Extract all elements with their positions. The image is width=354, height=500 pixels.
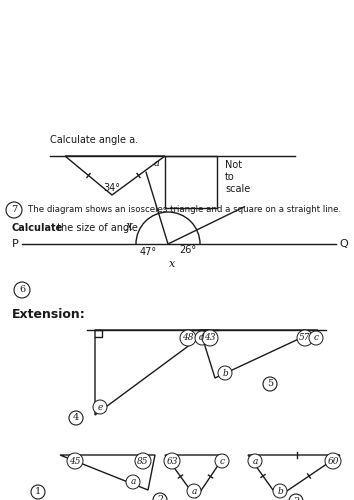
Text: c: c xyxy=(314,334,319,342)
Text: 4: 4 xyxy=(73,414,79,422)
Circle shape xyxy=(93,400,107,414)
Text: 3: 3 xyxy=(293,496,299,500)
Circle shape xyxy=(69,411,83,425)
Circle shape xyxy=(273,484,287,498)
Text: 85: 85 xyxy=(137,456,149,466)
Text: b: b xyxy=(222,368,228,378)
Text: 45: 45 xyxy=(69,456,81,466)
Circle shape xyxy=(14,282,30,298)
Text: Extension:: Extension: xyxy=(12,308,86,322)
Circle shape xyxy=(153,493,167,500)
Text: 57: 57 xyxy=(299,334,311,342)
Text: d: d xyxy=(199,334,205,342)
Text: the size of angle: the size of angle xyxy=(54,223,141,233)
Text: 63: 63 xyxy=(166,456,178,466)
Text: 26°: 26° xyxy=(179,245,196,255)
Text: 48: 48 xyxy=(182,334,194,342)
Text: b: b xyxy=(277,486,283,496)
Circle shape xyxy=(297,330,313,346)
Text: a: a xyxy=(191,486,197,496)
Circle shape xyxy=(325,453,341,469)
Circle shape xyxy=(135,453,151,469)
Text: .: . xyxy=(133,223,136,233)
Text: x: x xyxy=(169,259,175,269)
Circle shape xyxy=(164,453,180,469)
Text: 6: 6 xyxy=(19,286,25,294)
Text: 34°: 34° xyxy=(103,183,120,193)
Circle shape xyxy=(67,453,83,469)
Text: 60: 60 xyxy=(327,456,339,466)
Circle shape xyxy=(263,377,277,391)
Text: Q: Q xyxy=(339,239,348,249)
Circle shape xyxy=(248,454,262,468)
Text: Calculate angle a.: Calculate angle a. xyxy=(50,135,138,145)
Text: 47°: 47° xyxy=(139,247,156,257)
Circle shape xyxy=(309,331,323,345)
Text: Calculate: Calculate xyxy=(12,223,63,233)
Text: The diagram shows an isosceles triangle and a square on a straight line.: The diagram shows an isosceles triangle … xyxy=(28,206,341,214)
Bar xyxy=(165,156,217,208)
Text: c: c xyxy=(219,456,224,466)
Circle shape xyxy=(218,366,232,380)
Text: 1: 1 xyxy=(35,488,41,496)
Circle shape xyxy=(202,330,218,346)
Text: 2: 2 xyxy=(157,496,163,500)
Text: 5: 5 xyxy=(267,380,273,388)
Text: 7: 7 xyxy=(11,206,17,214)
Circle shape xyxy=(6,202,22,218)
Text: a: a xyxy=(252,456,258,466)
Text: 43: 43 xyxy=(204,334,216,342)
Text: P: P xyxy=(12,239,19,249)
Circle shape xyxy=(195,331,209,345)
Text: a: a xyxy=(154,158,160,168)
Circle shape xyxy=(31,485,45,499)
Circle shape xyxy=(180,330,196,346)
Circle shape xyxy=(126,475,140,489)
Text: e: e xyxy=(97,402,103,411)
Circle shape xyxy=(215,454,229,468)
Text: X: X xyxy=(126,224,133,232)
Text: Not
to
scale: Not to scale xyxy=(225,160,250,194)
Circle shape xyxy=(289,494,303,500)
Text: a: a xyxy=(130,478,136,486)
Circle shape xyxy=(187,484,201,498)
